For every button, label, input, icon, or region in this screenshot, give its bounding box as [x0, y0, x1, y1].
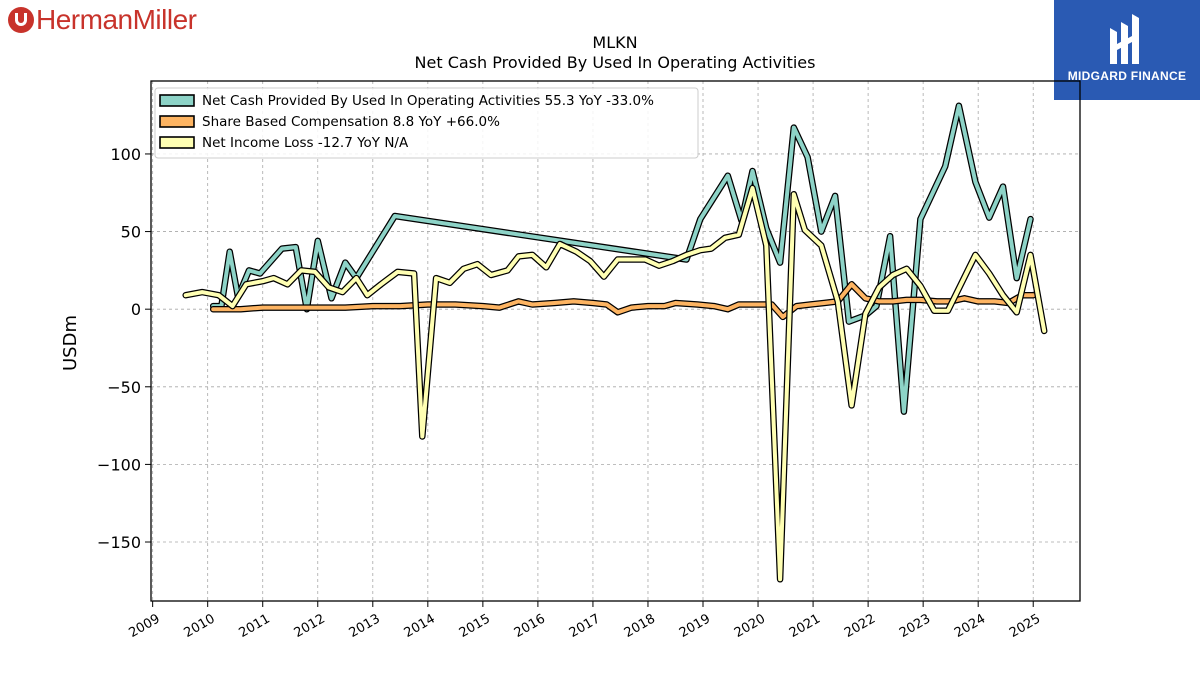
y-tick-label: −50	[107, 378, 141, 397]
y-tick-label: −150	[97, 533, 141, 552]
legend: Net Cash Provided By Used In Operating A…	[154, 87, 699, 159]
x-tick-label: 2022	[842, 611, 878, 641]
legend-item: Net Income Loss -12.7 YoY N/A	[159, 135, 409, 151]
legend-label: Net Income Loss -12.7 YoY N/A	[202, 135, 409, 151]
x-tick-label: 2017	[567, 611, 603, 641]
legend-box	[154, 87, 699, 159]
x-tick-label: 2014	[402, 611, 438, 641]
legend-swatch	[159, 115, 195, 128]
x-tick-label: 2021	[787, 611, 823, 641]
x-tick-label: 2024	[952, 611, 988, 641]
x-tick-label: 2009	[126, 611, 162, 641]
legend-label: Net Cash Provided By Used In Operating A…	[202, 93, 654, 109]
x-tick-label: 2020	[732, 611, 768, 641]
grid	[151, 81, 1080, 601]
x-tick-label: 2010	[182, 611, 218, 641]
series-line	[211, 103, 1033, 414]
legend-swatch	[159, 94, 195, 107]
y-tick-label: 50	[121, 223, 141, 242]
plot-frame	[150, 80, 1081, 602]
series-line	[211, 282, 1036, 319]
y-tick-label: 0	[131, 300, 141, 319]
legend-swatch	[159, 136, 195, 149]
midgard-logo-glyph-icon	[1110, 14, 1139, 64]
y-tick-label: −100	[97, 455, 141, 474]
x-tick-label: 2019	[677, 611, 713, 641]
x-tick-label: 2023	[897, 611, 933, 641]
herman-miller-wordmark: HermanMiller	[36, 4, 197, 35]
x-tick-label: 2015	[457, 611, 493, 641]
legend-item: Share Based Compensation 8.8 YoY +66.0%	[159, 114, 500, 130]
herman-miller-mark-icon	[8, 7, 34, 33]
x-tick-label: 2016	[512, 611, 548, 641]
legend-item: Net Cash Provided By Used In Operating A…	[159, 93, 654, 109]
midgard-finance-logo: MIDGARD FINANCE	[1054, 0, 1200, 100]
series-lines	[182, 102, 1048, 583]
y-axis-label: USDm	[60, 315, 81, 371]
midgard-finance-name: MIDGARD FINANCE	[1067, 69, 1187, 83]
series-line	[183, 186, 1047, 582]
chart-subtitle: Net Cash Provided By Used In Operating A…	[415, 53, 816, 72]
x-tick-label: 2012	[292, 611, 328, 641]
legend-label: Share Based Compensation 8.8 YoY +66.0%	[202, 114, 500, 130]
series-0	[209, 102, 1034, 415]
series-1	[209, 281, 1037, 321]
x-tick-label: 2018	[622, 611, 658, 641]
herman-miller-logo: HermanMiller	[8, 4, 197, 36]
y-tick-label: 100	[110, 145, 141, 164]
chart-title: MLKN	[592, 33, 637, 52]
x-tick-label: 2013	[347, 611, 383, 641]
x-tick-label: 2025	[1007, 611, 1043, 641]
series-2	[182, 184, 1048, 583]
x-tick-label: 2011	[237, 611, 273, 641]
